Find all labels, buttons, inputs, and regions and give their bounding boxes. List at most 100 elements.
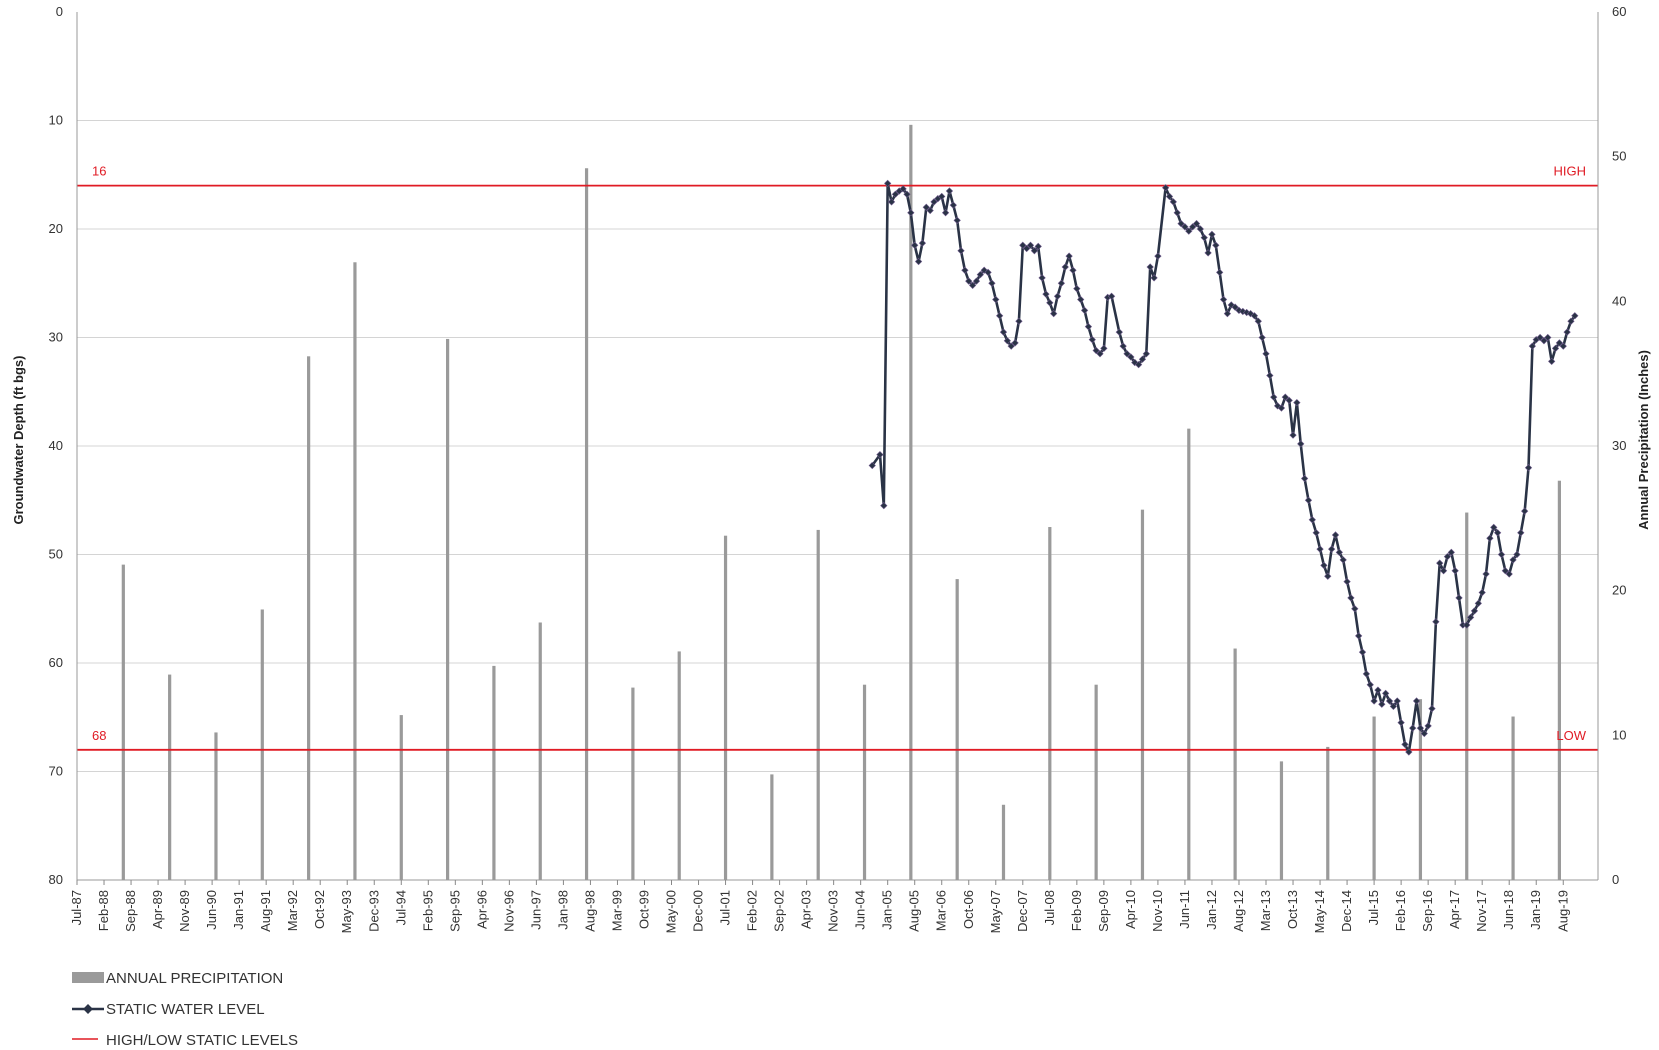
static-water-level-point [1092, 346, 1100, 355]
precipitation-bar [399, 715, 403, 880]
static-water-level-point [1254, 317, 1262, 325]
x-tick-label: Feb-16 [1393, 890, 1408, 931]
x-tick-label: Jan-05 [880, 890, 895, 930]
static-water-level-point [1378, 700, 1386, 708]
x-tick-label: Jul-08 [1042, 890, 1057, 925]
precipitation-bar [1557, 480, 1561, 880]
x-tick-label: Aug-19 [1555, 890, 1570, 932]
reference-line-value-label: 68 [92, 728, 106, 743]
x-tick-label: Dec-14 [1339, 890, 1354, 932]
static-water-level-point [1304, 496, 1313, 504]
static-water-level-point [1162, 184, 1170, 192]
static-water-level-point [1470, 607, 1479, 615]
static-water-level-point [1385, 697, 1394, 705]
static-water-level-point [1420, 729, 1428, 738]
static-water-level-point [1258, 333, 1266, 342]
x-tick-label: Nov-17 [1474, 890, 1489, 932]
static-water-level-point [1030, 247, 1039, 255]
static-water-level-point [1208, 230, 1216, 239]
static-water-level-point [1536, 333, 1544, 342]
static-water-level-point [1192, 219, 1201, 228]
static-water-level-point [1455, 594, 1463, 602]
x-tick-label: Apr-96 [474, 890, 489, 929]
precipitation-bar [307, 356, 311, 881]
static-water-level-point [1382, 689, 1390, 698]
static-water-level-point [1204, 249, 1212, 257]
legend-marker-static-water-level [83, 1004, 93, 1014]
static-water-level-point [1571, 312, 1579, 320]
static-water-level-point [1432, 618, 1440, 626]
x-tick-label: May-93 [339, 890, 354, 933]
static-water-level-point [1544, 333, 1552, 342]
precipitation-bar [260, 609, 264, 880]
x-tick-label: Aug-98 [582, 890, 597, 932]
x-tick-label: Jun-90 [204, 890, 219, 930]
static-water-level-point [988, 279, 996, 287]
static-water-level-point [1324, 572, 1332, 580]
static-water-level-point [1189, 223, 1197, 231]
static-water-level-point [1011, 339, 1019, 347]
static-water-level-point [1289, 431, 1297, 439]
legend-label-precipitation: ANNUAL PRECIPITATION [106, 970, 283, 987]
x-tick-label: Oct-13 [1285, 890, 1300, 929]
precipitation-bar [168, 674, 172, 880]
left-tick-label: 30 [49, 330, 63, 345]
static-water-level-point [1050, 310, 1058, 318]
static-water-level-point [1219, 295, 1228, 304]
static-water-level-point [1428, 704, 1436, 713]
static-water-level-point [1231, 303, 1239, 311]
static-water-level-point [1196, 225, 1205, 233]
x-tick-label: Sep-88 [123, 890, 138, 932]
precipitation-bar [492, 665, 496, 880]
static-water-level-point [1026, 241, 1035, 249]
static-water-level-point [1540, 337, 1548, 345]
static-water-level-point [972, 277, 981, 285]
left-tick-label: 60 [49, 655, 63, 670]
static-water-level-point [941, 209, 950, 217]
static-water-level-point [1250, 312, 1259, 320]
static-water-level-point [1084, 323, 1093, 331]
y-right-axis-title: Annual Precipitation (Inches) [1636, 350, 1651, 530]
static-water-level-point [1297, 440, 1305, 448]
static-water-level-point [930, 198, 938, 206]
static-water-level-point [1490, 523, 1498, 531]
static-water-level-point [938, 192, 946, 201]
static-water-level-point [911, 241, 919, 249]
x-tick-label: May-14 [1312, 890, 1327, 933]
static-water-level-point [1451, 567, 1459, 575]
static-water-level-point [1134, 361, 1143, 369]
static-water-level-point [1077, 295, 1085, 304]
precipitation-bar [538, 622, 542, 880]
static-water-level-point [1370, 697, 1378, 705]
axes [76, 12, 1599, 881]
static-water-level-point [1088, 336, 1096, 344]
static-water-level-point [1486, 534, 1494, 542]
x-tick-label: Sep-02 [772, 890, 787, 932]
static-water-level-point [976, 270, 984, 279]
precipitation-bar [677, 651, 681, 880]
static-water-level-point [907, 209, 915, 217]
x-tick-label: Jan-98 [555, 890, 570, 930]
static-water-level-point [953, 216, 961, 224]
x-tick-label: Feb-09 [1069, 890, 1084, 931]
static-water-level-point [1358, 648, 1367, 656]
static-water-level-point [1331, 531, 1340, 539]
precipitation-bar [1279, 761, 1284, 880]
right-tick-label: 40 [1612, 293, 1626, 308]
x-tick-label: Oct-92 [312, 890, 327, 929]
precipitation-bar [1465, 512, 1469, 880]
static-water-level-point [1023, 244, 1031, 253]
x-tick-label: Sep-16 [1420, 890, 1435, 932]
static-water-level-point [1038, 274, 1046, 282]
static-water-level-point [1131, 358, 1139, 367]
right-tick-label: 0 [1612, 872, 1619, 887]
x-tick-label: Nov-96 [501, 890, 516, 932]
static-water-level-point [1034, 242, 1042, 250]
static-water-level-point [884, 179, 892, 188]
static-water-level-point [1335, 548, 1343, 556]
static-water-level-series [868, 179, 1579, 756]
static-water-level-point [1096, 350, 1104, 358]
x-tick-label: Jun-11 [1177, 890, 1192, 929]
x-tick-label: Oct-99 [636, 890, 651, 929]
static-water-level-point [914, 257, 923, 266]
